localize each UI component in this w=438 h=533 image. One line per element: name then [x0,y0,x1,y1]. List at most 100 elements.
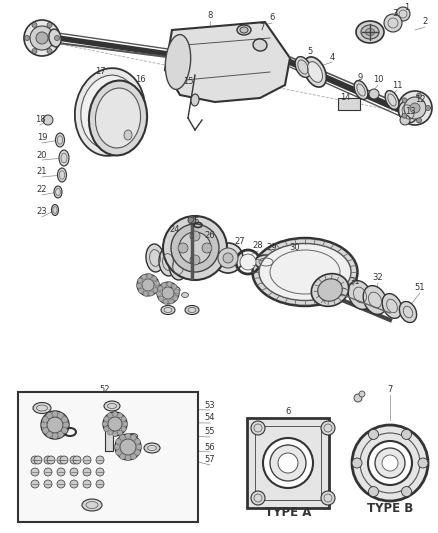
Text: 15: 15 [183,77,193,86]
Text: 25: 25 [190,217,200,227]
Ellipse shape [356,21,384,43]
Text: 8: 8 [207,12,213,20]
Ellipse shape [33,402,51,414]
Circle shape [96,468,104,476]
Circle shape [174,290,180,295]
Circle shape [42,427,49,433]
Ellipse shape [348,281,372,309]
Text: 22: 22 [37,185,47,195]
Circle shape [402,430,411,439]
Text: 51: 51 [415,284,425,293]
Text: 1: 1 [404,4,410,12]
Ellipse shape [255,255,277,269]
Circle shape [190,255,200,265]
Bar [255,426,321,500]
Circle shape [116,450,121,455]
Text: 4: 4 [329,52,335,61]
Text: 7: 7 [259,23,265,33]
Circle shape [120,439,136,455]
Bar [338,98,360,110]
Ellipse shape [161,305,175,314]
Circle shape [402,487,411,497]
Circle shape [102,422,107,426]
Text: 9: 9 [357,74,363,83]
Text: 12: 12 [415,95,425,104]
Circle shape [57,413,64,418]
Ellipse shape [311,273,349,306]
Text: 3: 3 [392,10,398,19]
Circle shape [188,216,196,224]
Ellipse shape [304,57,326,87]
Text: 32: 32 [373,273,383,282]
Circle shape [31,468,39,476]
Circle shape [368,441,412,485]
Ellipse shape [95,88,141,148]
Circle shape [202,243,212,253]
Circle shape [169,299,173,304]
Circle shape [61,427,67,433]
Ellipse shape [237,25,251,35]
Circle shape [138,278,143,283]
Circle shape [162,287,174,299]
Text: 55: 55 [205,427,215,437]
Text: 5: 5 [307,47,313,56]
Text: 30: 30 [290,244,300,253]
Ellipse shape [191,94,199,106]
Ellipse shape [81,75,139,149]
Circle shape [190,231,200,241]
Ellipse shape [159,248,177,276]
Text: 53: 53 [205,400,215,409]
Text: 6: 6 [285,408,291,416]
Circle shape [41,411,69,439]
Ellipse shape [52,205,59,215]
Circle shape [131,435,136,440]
Circle shape [57,432,64,438]
Ellipse shape [240,27,248,33]
Circle shape [352,425,428,501]
Circle shape [163,299,168,304]
Circle shape [114,444,120,450]
Bar [105,425,113,451]
Circle shape [171,224,219,272]
Circle shape [43,115,53,125]
Circle shape [96,480,104,488]
Ellipse shape [59,150,69,166]
Circle shape [369,89,379,99]
Circle shape [157,282,179,304]
Text: 2: 2 [422,18,427,27]
Text: 54: 54 [205,414,215,423]
Circle shape [120,435,125,440]
Circle shape [47,417,63,433]
Circle shape [54,36,60,41]
Circle shape [104,416,109,422]
Text: 19: 19 [37,133,47,142]
Circle shape [425,106,431,110]
Text: 52: 52 [100,385,110,394]
Text: 17: 17 [95,68,105,77]
Circle shape [30,26,54,50]
Circle shape [398,91,432,125]
Ellipse shape [295,56,311,77]
Ellipse shape [75,68,145,156]
Circle shape [148,291,154,296]
Ellipse shape [56,133,64,147]
Circle shape [172,284,177,289]
Ellipse shape [146,244,164,272]
Ellipse shape [82,499,102,511]
Circle shape [47,22,52,28]
Text: 13: 13 [405,108,415,117]
Circle shape [46,432,53,438]
Ellipse shape [213,243,243,273]
Text: 29: 29 [267,244,277,253]
Circle shape [117,430,123,435]
Circle shape [142,274,147,279]
Ellipse shape [165,35,191,90]
Ellipse shape [124,130,132,140]
Circle shape [402,98,407,103]
Circle shape [52,433,58,439]
Circle shape [402,113,407,118]
Circle shape [417,93,421,98]
Text: 6: 6 [269,13,275,22]
Circle shape [52,411,58,417]
Circle shape [251,421,265,435]
